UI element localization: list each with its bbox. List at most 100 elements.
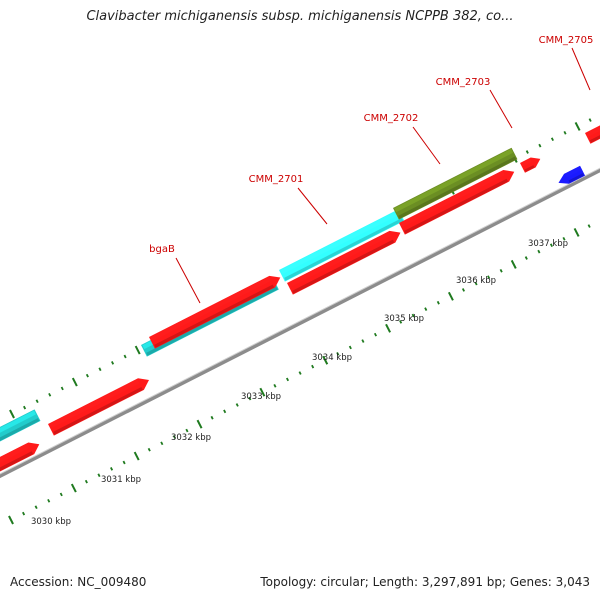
scale-label: 3036 kbp xyxy=(456,276,496,286)
cds-feature-body xyxy=(399,169,515,235)
outer-scale-tick xyxy=(48,392,52,397)
gene-label: bgaB xyxy=(149,244,175,255)
inner-scale-tick xyxy=(322,355,329,365)
outer-scale-tick xyxy=(550,137,554,142)
scale-ticks xyxy=(8,118,592,525)
gene-feature xyxy=(0,409,41,442)
inner-scale-tick xyxy=(510,259,517,269)
inner-scale-tick xyxy=(172,435,176,439)
inner-scale-tick xyxy=(549,243,553,248)
inner-scale-tick xyxy=(110,467,114,471)
gene-leader-line xyxy=(571,47,591,91)
inner-scale-tick xyxy=(47,498,51,503)
inner-scale-tick xyxy=(84,479,88,484)
gene-leader-line xyxy=(175,257,201,304)
cds-feature-shade xyxy=(154,284,275,348)
gene-leader-line xyxy=(412,126,441,165)
cds-feature xyxy=(0,442,40,472)
inner-scale-tick xyxy=(373,332,378,337)
cds-feature-shine xyxy=(150,276,271,342)
gene-feature-shine xyxy=(394,148,514,213)
inner-scale-tick xyxy=(8,515,14,525)
cds-feature xyxy=(48,378,150,436)
inner-scale-tick xyxy=(524,256,528,260)
inner-scale-tick xyxy=(461,288,466,292)
inner-scale-tick xyxy=(259,387,266,397)
inner-scale-tick xyxy=(97,473,101,478)
outer-scale-tick xyxy=(563,130,567,135)
scale-label: 3035 kbp xyxy=(384,314,424,324)
cds-feature-body xyxy=(287,230,401,295)
outer-scale-tick xyxy=(71,377,78,387)
gene-feature-shine xyxy=(280,210,400,275)
cds-feature-shine xyxy=(0,443,30,463)
backbone-stroke xyxy=(0,167,600,479)
outer-scale-tick xyxy=(98,367,102,372)
reverse-feature-shine xyxy=(565,166,582,178)
scale-label: 3030 kbp xyxy=(31,517,71,527)
inner-scale-tick xyxy=(122,460,126,465)
inner-scale-tick xyxy=(70,483,77,493)
outer-scale-tick xyxy=(9,409,15,419)
inner-scale-tick xyxy=(385,323,391,333)
inner-scale-tick xyxy=(399,320,403,324)
inner-scale-tick xyxy=(499,268,503,273)
inner-scale-tick xyxy=(298,371,302,375)
cds-feature-body xyxy=(149,275,281,349)
cds-feature-shade xyxy=(589,135,600,143)
inner-scale-tick xyxy=(22,511,26,516)
gene-label: CMM_2702 xyxy=(364,113,419,124)
cds-feature-shade xyxy=(292,239,395,294)
gene-feature xyxy=(279,209,405,282)
cds-feature-shine xyxy=(586,126,600,137)
feature-track xyxy=(0,125,600,472)
inner-scale-tick xyxy=(133,451,140,461)
summary-text: Topology: circular; Length: 3,297,891 bp… xyxy=(260,575,590,589)
inner-scale-tick xyxy=(311,364,315,369)
inner-scale-tick xyxy=(285,377,290,382)
scale-label: 3037 kbp xyxy=(528,239,568,249)
backbone-highlight xyxy=(0,167,600,475)
cds-feature xyxy=(287,230,401,295)
scale-label: 3031 kbp xyxy=(101,475,141,485)
inner-scale-tick xyxy=(273,383,277,388)
inner-scale-tick xyxy=(34,505,38,510)
gene-leader-line xyxy=(297,187,328,225)
backbone-line xyxy=(0,167,600,479)
outer-scale-tick xyxy=(60,386,64,391)
accession-text: Accession: NC_009480 xyxy=(10,575,147,589)
cds-feature-shine xyxy=(400,171,505,228)
inner-scale-tick xyxy=(562,236,566,241)
reverse-feature xyxy=(558,165,586,184)
inner-scale-tick xyxy=(436,300,440,305)
inner-scale-tick xyxy=(487,275,491,280)
inner-scale-tick xyxy=(223,409,227,414)
outer-scale-tick xyxy=(538,143,542,148)
outer-scale-tick xyxy=(23,405,27,410)
inner-scale-tick xyxy=(537,249,541,254)
outer-scale-tick xyxy=(35,399,39,404)
cds-feature xyxy=(585,125,600,144)
cds-feature-shade xyxy=(0,451,34,471)
scale-label: 3034 kbp xyxy=(312,353,352,363)
outer-scale-tick xyxy=(85,373,89,378)
cds-feature-shade xyxy=(524,165,535,172)
inner-scale-tick xyxy=(587,224,591,228)
cds-feature xyxy=(399,169,515,235)
reverse-feature-shade xyxy=(568,173,584,183)
inner-scale-tick xyxy=(59,492,63,497)
gene-feature xyxy=(393,147,518,220)
cds-feature-shine xyxy=(521,158,532,167)
scale-label: 3033 kbp xyxy=(241,392,281,402)
scale-label: 3032 kbp xyxy=(171,433,211,443)
gene-feature-shade xyxy=(0,418,40,441)
outer-scale-tick xyxy=(525,150,529,154)
inner-scale-tick xyxy=(573,227,580,237)
inner-scale-tick xyxy=(447,291,454,301)
inner-scale-tick xyxy=(147,447,151,452)
gene-leader-line xyxy=(489,89,513,129)
cds-feature-shade xyxy=(404,178,509,234)
inner-scale-tick xyxy=(361,339,365,343)
gene-callouts: bgaB CMM_2701 CMM_2702 CMM_2703 CMM_2705 xyxy=(149,35,593,304)
